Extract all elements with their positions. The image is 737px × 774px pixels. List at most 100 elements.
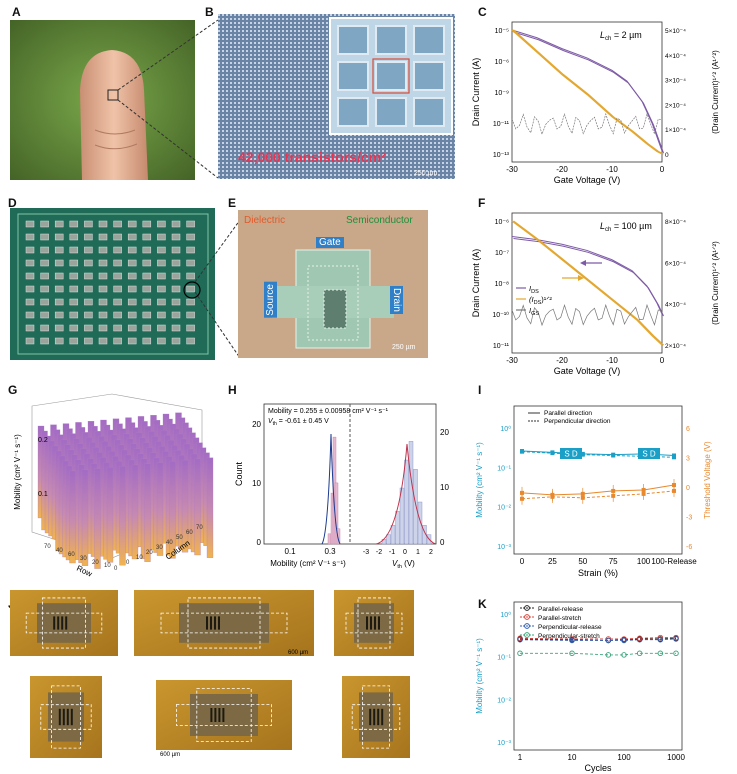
device-cell — [186, 272, 195, 280]
y-tick-label: 10⁻¹⁰ — [492, 311, 509, 319]
vth-value: = -0.61 ± 0.45 V — [277, 418, 329, 425]
x-tick-label: -10 — [606, 356, 618, 365]
legend-label: Parallel-release — [538, 606, 584, 613]
device-cell — [69, 311, 79, 319]
device-cell — [98, 233, 108, 241]
chart-g: Mobility (cm² V⁻¹ s⁻¹) 0.2 0.1 Row Colum… — [13, 393, 214, 579]
legend-symbol: (I — [529, 295, 534, 304]
series-point — [621, 637, 627, 644]
y2-axis-label: (Drain Current)¹ᐟ² (A¹ᐟ²) — [711, 241, 720, 325]
device-cell — [186, 337, 195, 345]
y-tick-label: 10⁻⁶ — [495, 219, 509, 226]
device-cell — [113, 233, 122, 241]
series-point — [520, 449, 524, 454]
y-tick-label: 20 — [252, 420, 261, 429]
x-tick-label: 25 — [548, 557, 557, 566]
device-cell — [98, 337, 108, 345]
x-tick-label: -20 — [556, 356, 568, 365]
x-tick-label: 10 — [568, 753, 577, 762]
g-ztick-0: 0.2 — [38, 437, 48, 444]
panel-label-e: E — [228, 196, 237, 210]
x-tick-label: 100 — [637, 557, 651, 566]
device-cell — [40, 311, 49, 319]
device-cell — [127, 285, 137, 293]
device-cell — [40, 259, 49, 267]
device-cell — [113, 337, 122, 345]
stats-line-1: Mobility = 0.255 ± 0.00958 cm² V⁻¹ s⁻¹ — [268, 408, 389, 415]
device-region — [179, 603, 269, 643]
channel-length-label: Lch = 100 µm — [600, 221, 652, 233]
device-cell — [40, 324, 49, 332]
strain-micrographs: 600 µm 600 µm — [10, 590, 414, 758]
g-xtick-0: 70 — [44, 544, 51, 550]
channel-fingers — [366, 616, 368, 630]
legend-suffix: )¹ᐟ² — [541, 295, 552, 304]
x-tick-label: 50 — [578, 557, 587, 566]
device-cell — [113, 311, 122, 319]
i-ds-curve — [511, 29, 663, 152]
x-tick-label: 1000 — [667, 753, 685, 762]
y-tick-label: 10⁻⁷ — [495, 250, 509, 257]
y-tick-label: 10⁻² — [497, 697, 511, 704]
panel-label-h: H — [228, 383, 237, 397]
series-line — [521, 484, 675, 496]
series-point — [657, 650, 664, 657]
y2-tick-label: 0 — [686, 485, 690, 492]
y2-tick-label: 3×10⁻⁴ — [665, 78, 686, 85]
outline-dashed — [345, 612, 403, 634]
mobility-hist-bar — [336, 528, 341, 545]
y-tick-label: 10⁻¹ — [497, 465, 511, 472]
device-cell — [113, 324, 122, 332]
series-point — [605, 637, 612, 644]
arrow-orange-head — [578, 275, 584, 281]
device-cell — [54, 324, 64, 332]
channel-fingers — [378, 616, 380, 630]
y-tick-label: 10⁻² — [497, 505, 511, 512]
x-tick-label: -3 — [363, 549, 369, 556]
y2-tick-label: 10 — [440, 483, 449, 492]
channel-fingers — [370, 616, 372, 630]
device-cell — [25, 233, 35, 241]
legend-symbol: I — [529, 284, 531, 293]
device-cell — [25, 220, 35, 228]
channel-fingers — [210, 708, 213, 722]
series-line — [519, 638, 677, 641]
y2-tick-label: 8×10⁻⁴ — [665, 219, 686, 226]
g-xtick-4: 20 — [92, 560, 99, 566]
i-gs-curve — [511, 112, 663, 136]
legend-label: IGS — [529, 306, 539, 317]
series-point — [672, 455, 676, 460]
series-line — [521, 490, 675, 500]
x-tick-label: -2 — [376, 549, 382, 556]
y2-tick-label: 5×10⁻⁴ — [665, 28, 686, 35]
mobility-bar — [206, 457, 214, 558]
legend-marker — [524, 623, 530, 629]
device-cell — [157, 337, 166, 345]
g-xtick-2: 60 — [68, 552, 75, 558]
series-point — [672, 488, 676, 493]
outline-dashed — [160, 612, 288, 634]
panel-label-k: K — [478, 597, 487, 611]
device-cell — [84, 220, 93, 228]
finger-photo — [10, 20, 195, 180]
device-cell — [54, 233, 64, 241]
device-cell — [25, 285, 35, 293]
sqrt-i-ds-curve — [511, 29, 663, 155]
device-cell — [69, 324, 79, 332]
channel-fingers — [53, 616, 56, 630]
vth-hist-bar — [413, 469, 418, 545]
legend-label: Perpendicular-release — [538, 624, 602, 631]
g-ytick-6: 60 — [186, 530, 193, 536]
y2-tick-label: -3 — [686, 515, 692, 522]
g-ytick-0: 0 — [126, 560, 130, 566]
device-cell — [142, 220, 152, 228]
device-cell — [171, 246, 181, 254]
legend-symbol: I — [529, 306, 531, 315]
device-cell — [84, 233, 93, 241]
device-cell — [127, 298, 137, 306]
x-tick-label: 75 — [609, 557, 618, 566]
sd-badge-label: S D — [642, 450, 656, 459]
y-tick-label: 0 — [257, 538, 262, 547]
legend-label: Parallel-stretch — [538, 615, 582, 622]
zoom-lines-de — [194, 219, 241, 359]
